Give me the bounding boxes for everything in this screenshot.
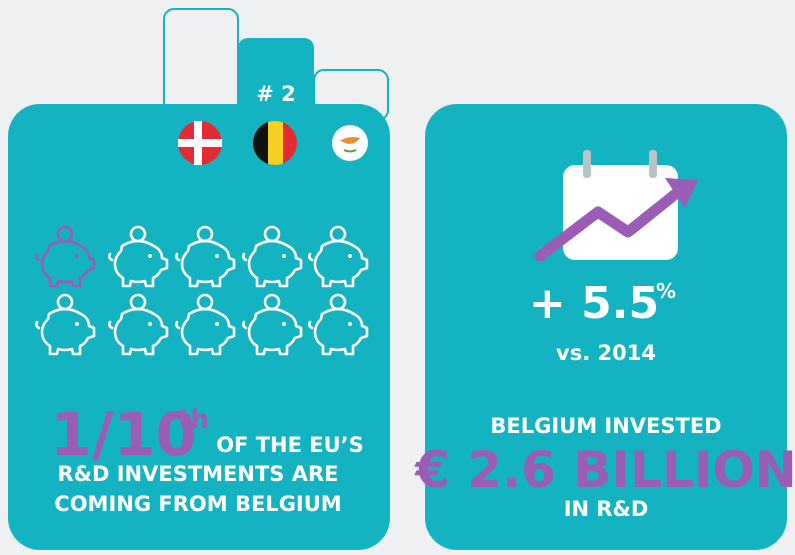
piggy-banks xyxy=(35,225,369,356)
growth-unit: % xyxy=(656,279,676,303)
podium-second xyxy=(238,38,314,118)
text-line: IN R&D xyxy=(564,497,649,521)
growth: + 5.5 xyxy=(529,278,659,329)
rank-label: # 2 xyxy=(256,82,296,106)
piggy-bank xyxy=(308,225,369,288)
piggy-bank xyxy=(35,293,96,356)
podium-first xyxy=(163,8,239,120)
fraction: 1/10 xyxy=(50,400,197,470)
amount: € 2.6 BILLION xyxy=(414,441,795,499)
piggy-bank xyxy=(308,293,369,356)
piggy-bank xyxy=(108,225,169,288)
piggy-bank xyxy=(175,225,236,288)
piggy-bank xyxy=(35,225,96,288)
piggy-bank xyxy=(242,293,303,356)
calendar-icon xyxy=(534,150,698,262)
piggy-bank xyxy=(175,293,236,356)
flags xyxy=(178,121,368,165)
right-card xyxy=(425,104,787,550)
text-line: R&D INVESTMENTS ARE xyxy=(57,462,338,486)
text-line: BELGIUM INVESTED xyxy=(490,414,721,438)
text-line: COMING FROM BELGIUM xyxy=(54,492,341,516)
left-card xyxy=(8,104,390,550)
piggy-bank xyxy=(242,225,303,288)
comparison: vs. 2014 xyxy=(556,341,656,365)
piggy-bank xyxy=(108,293,169,356)
text-line: OF THE EU’S xyxy=(216,433,364,457)
fraction-suffix: th xyxy=(178,405,209,435)
